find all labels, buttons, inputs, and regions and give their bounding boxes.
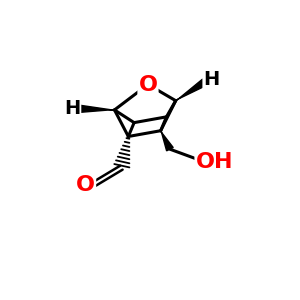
Polygon shape (160, 130, 173, 151)
Text: OH: OH (196, 152, 233, 172)
Text: O: O (76, 175, 95, 194)
Text: H: H (64, 99, 80, 118)
Polygon shape (176, 79, 207, 101)
Polygon shape (79, 105, 115, 112)
Text: O: O (139, 74, 158, 94)
Text: H: H (203, 70, 220, 89)
